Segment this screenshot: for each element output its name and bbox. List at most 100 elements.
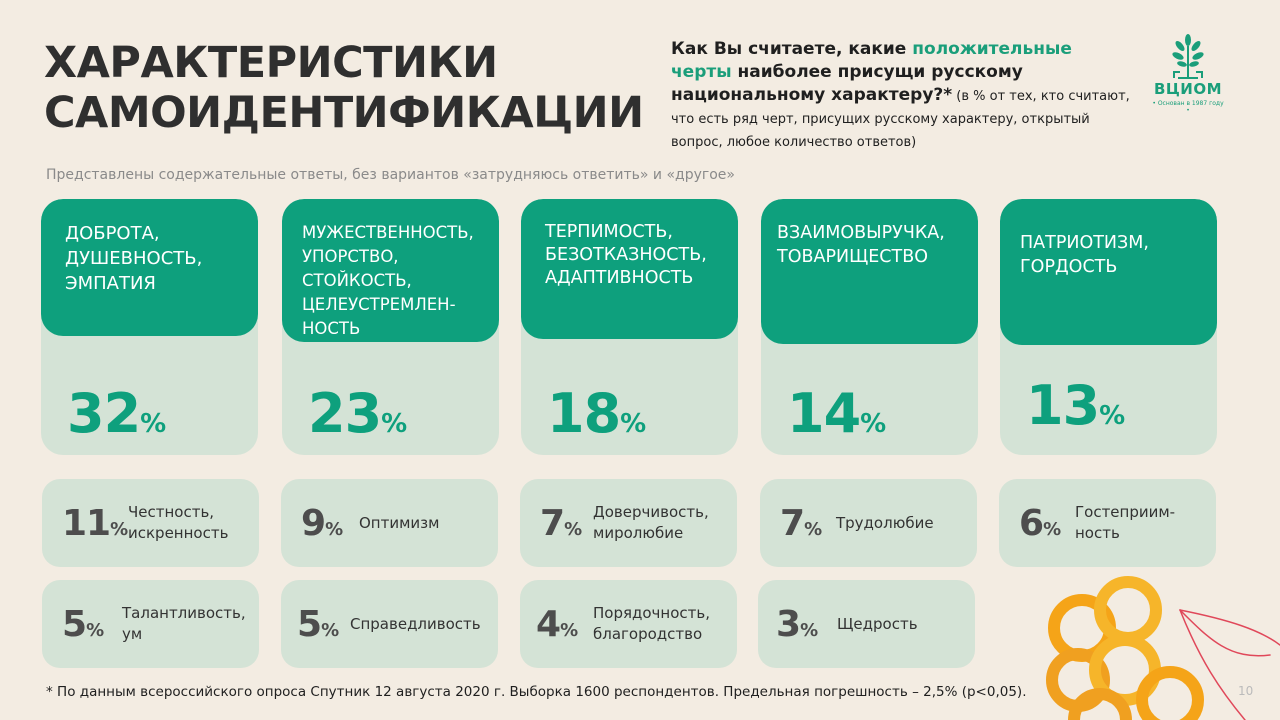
small-card-number: 4 bbox=[536, 604, 561, 645]
small-card-percent: % bbox=[86, 620, 105, 641]
small-card-label: Порядочность, благородство bbox=[593, 580, 733, 668]
top-card-header: ТЕРПИМОСТЬ, БЕЗОТКАЗНОСТЬ, АДАПТИВНОСТЬ bbox=[521, 199, 738, 339]
small-card-text: Трудолюбие bbox=[836, 513, 934, 532]
small-card-number: 7 bbox=[540, 503, 565, 544]
small-card-number: 5 bbox=[62, 604, 87, 645]
logo-tagline: • Основан в 1987 году • bbox=[1152, 100, 1224, 114]
small-card-value: 5% bbox=[297, 604, 339, 645]
small-card-percent: % bbox=[804, 519, 823, 540]
footnote: * По данным всероссийского опроса Спутни… bbox=[46, 684, 1027, 700]
small-card-value: 11% bbox=[62, 503, 128, 544]
small-card-value: 7% bbox=[540, 503, 582, 544]
top-card-header: ПАТРИОТИЗМ, ГОРДОСТЬ bbox=[1000, 199, 1217, 345]
small-card: 4% Порядочность, благородство bbox=[520, 580, 737, 668]
top-card: ПАТРИОТИЗМ, ГОРДОСТЬ 13% bbox=[1000, 199, 1217, 455]
small-card-percent: % bbox=[564, 519, 583, 540]
small-card-number: 9 bbox=[301, 503, 326, 544]
small-card-label: Доверчивость, миролюбие bbox=[593, 479, 733, 567]
small-card-label: Щедрость bbox=[837, 580, 963, 668]
title-line-2: САМОИДЕНТИФИКАЦИИ bbox=[44, 88, 644, 138]
top-card-header: МУЖЕСТВЕННОСТЬ, УПОРСТВО, СТОЙКОСТЬ, ЦЕЛ… bbox=[282, 199, 499, 342]
top-card-value: 14% bbox=[787, 382, 886, 445]
top-card-value: 13% bbox=[1026, 374, 1125, 437]
top-card-label: ТЕРПИМОСТЬ, БЕЗОТКАЗНОСТЬ, АДАПТИВНОСТЬ bbox=[545, 222, 707, 288]
small-card-number: 6 bbox=[1019, 503, 1044, 544]
top-card-label: МУЖЕСТВЕННОСТЬ, УПОРСТВО, СТОЙКОСТЬ, ЦЕЛ… bbox=[302, 223, 474, 338]
vciom-logo: ВЦИОМ • Основан в 1987 году • bbox=[1150, 32, 1226, 114]
small-card-number: 5 bbox=[297, 604, 322, 645]
top-card-number: 32 bbox=[67, 382, 141, 445]
top-card-header: ДОБРОТА, ДУШЕВНОСТЬ, ЭМПАТИЯ bbox=[41, 199, 258, 336]
top-card: ТЕРПИМОСТЬ, БЕЗОТКАЗНОСТЬ, АДАПТИВНОСТЬ … bbox=[521, 199, 738, 455]
bagels-decoration-icon bbox=[1046, 576, 1280, 720]
subtitle: Представлены содержательные ответы, без … bbox=[46, 167, 735, 183]
small-card: 3% Щедрость bbox=[758, 580, 975, 668]
top-card-number: 13 bbox=[1026, 374, 1100, 437]
small-card-label: Справедливость bbox=[350, 580, 495, 668]
question-highlight: положительные черты bbox=[671, 39, 1072, 82]
small-card-text: Честность, искренность bbox=[128, 503, 229, 542]
top-card-percent: % bbox=[620, 409, 647, 439]
small-card-percent: % bbox=[110, 519, 129, 540]
top-card-number: 14 bbox=[787, 382, 861, 445]
top-card: ВЗАИМОВЫРУЧКА, ТОВАРИЩЕСТВО 14% bbox=[761, 199, 978, 455]
small-card: 5% Справедливость bbox=[281, 580, 498, 668]
small-card-value: 3% bbox=[776, 604, 818, 645]
small-card-text: Порядочность, благородство bbox=[593, 604, 710, 643]
top-card: ДОБРОТА, ДУШЕВНОСТЬ, ЭМПАТИЯ 32% bbox=[41, 199, 258, 455]
top-card-number: 23 bbox=[308, 382, 382, 445]
small-card-text: Щедрость bbox=[837, 614, 918, 633]
top-card-header: ВЗАИМОВЫРУЧКА, ТОВАРИЩЕСТВО bbox=[761, 199, 978, 344]
small-card-text: Справедливость bbox=[350, 614, 481, 633]
top-card-percent: % bbox=[1099, 401, 1126, 431]
small-card-label: Честность, искренность bbox=[128, 479, 254, 567]
small-card-text: Оптимизм bbox=[359, 513, 440, 532]
small-card-value: 4% bbox=[536, 604, 578, 645]
top-card-value: 23% bbox=[308, 382, 407, 445]
question-part-2: наиболее присущи русскому национальному … bbox=[671, 62, 1023, 105]
small-card: 11% Честность, искренность bbox=[42, 479, 259, 567]
small-card-percent: % bbox=[1043, 519, 1062, 540]
top-card-label: ДОБРОТА, ДУШЕВНОСТЬ, ЭМПАТИЯ bbox=[65, 223, 203, 294]
small-card-percent: % bbox=[800, 620, 819, 641]
small-card-percent: % bbox=[325, 519, 344, 540]
small-card-number: 7 bbox=[780, 503, 805, 544]
small-card: 5% Талантливость, ум bbox=[42, 580, 259, 668]
small-card-label: Трудолюбие bbox=[836, 479, 962, 567]
small-card-label: Оптимизм bbox=[359, 479, 485, 567]
small-card-percent: % bbox=[560, 620, 579, 641]
page-title: ХАРАКТЕРИСТИКИ САМОИДЕНТИФИКАЦИИ bbox=[44, 38, 644, 138]
page-number: 10 bbox=[1238, 684, 1254, 698]
tree-icon bbox=[1172, 34, 1204, 79]
small-card-percent: % bbox=[321, 620, 340, 641]
title-line-1: ХАРАКТЕРИСТИКИ bbox=[44, 38, 498, 88]
small-card: 9% Оптимизм bbox=[281, 479, 498, 567]
small-card: 7% Доверчивость, миролюбие bbox=[520, 479, 737, 567]
top-card: МУЖЕСТВЕННОСТЬ, УПОРСТВО, СТОЙКОСТЬ, ЦЕЛ… bbox=[282, 199, 499, 455]
small-card-label: Талантливость, ум bbox=[122, 580, 257, 668]
small-card-number: 3 bbox=[776, 604, 801, 645]
top-card-percent: % bbox=[381, 409, 408, 439]
top-card-number: 18 bbox=[547, 382, 621, 445]
small-card-value: 5% bbox=[62, 604, 104, 645]
small-card-value: 6% bbox=[1019, 503, 1061, 544]
small-card-label: Гостеприим-ность bbox=[1075, 479, 1201, 567]
small-card-text: Доверчивость, миролюбие bbox=[593, 503, 709, 542]
small-card-number: 11 bbox=[62, 503, 111, 544]
small-card-value: 9% bbox=[301, 503, 343, 544]
top-card-percent: % bbox=[860, 409, 887, 439]
logo-name: ВЦИОМ bbox=[1153, 80, 1223, 98]
small-card: 7% Трудолюбие bbox=[760, 479, 977, 567]
top-card-value: 32% bbox=[67, 382, 166, 445]
top-card-percent: % bbox=[140, 409, 167, 439]
top-card-label: ПАТРИОТИЗМ, ГОРДОСТЬ bbox=[1020, 233, 1149, 277]
small-card-text: Талантливость, ум bbox=[122, 604, 246, 643]
small-card: 6% Гостеприим-ность bbox=[999, 479, 1216, 567]
top-card-value: 18% bbox=[547, 382, 646, 445]
question-note: (в % от тех, кто считают, что есть ряд ч… bbox=[671, 89, 1130, 150]
small-card-text: Гостеприим-ность bbox=[1075, 503, 1176, 542]
survey-question: Как Вы считаете, какие положительные чер… bbox=[671, 38, 1131, 153]
small-card-value: 7% bbox=[780, 503, 822, 544]
question-part-1: Как Вы считаете, какие bbox=[671, 39, 913, 59]
top-card-label: ВЗАИМОВЫРУЧКА, ТОВАРИЩЕСТВО bbox=[777, 223, 945, 267]
